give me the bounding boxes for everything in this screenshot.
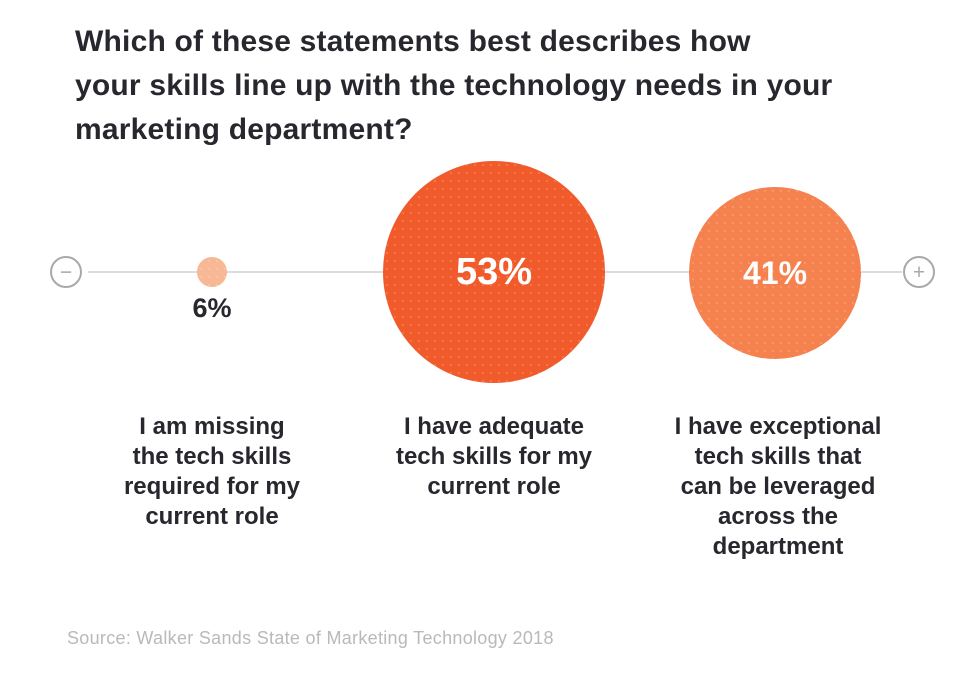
plus-icon: + xyxy=(912,260,926,284)
category-label-line: I am missing xyxy=(139,413,285,440)
chart-title-line-3: marketing department? xyxy=(75,113,413,146)
bubble-exceptional-skills-value: 41% xyxy=(742,254,808,291)
category-label-line: tech skills that xyxy=(694,443,862,470)
bubble-missing-skills-value: 6% xyxy=(192,293,232,323)
chart-title-line-1: Which of these statements best describes… xyxy=(75,25,751,58)
category-label-exceptional-skills: I have exceptional tech skills that can … xyxy=(653,412,903,562)
source-attribution: Source: Walker Sands State of Marketing … xyxy=(67,628,554,648)
category-label-line: current role xyxy=(427,473,561,500)
category-label-line: can be leveraged xyxy=(680,473,876,500)
category-label-line: the tech skills xyxy=(132,443,292,470)
chart-title: Which of these statements best describes… xyxy=(75,20,895,152)
category-label-line: across the xyxy=(717,503,839,530)
category-label-adequate-skills: I have adequate tech skills for my curre… xyxy=(374,412,614,502)
bubble-adequate-skills-value: 53% xyxy=(455,250,533,293)
bubble-missing-skills xyxy=(197,257,227,287)
category-label-line: I have exceptional xyxy=(674,413,882,440)
category-label-line: I have adequate xyxy=(403,413,585,440)
bubble-exceptional-skills: 41% xyxy=(689,187,861,359)
category-label-line: tech skills for my xyxy=(395,443,593,470)
category-label-missing-skills: I am missing the tech skills required fo… xyxy=(102,412,322,532)
chart-title-line-2: your skills line up with the technology … xyxy=(75,69,833,102)
plus-button[interactable]: + xyxy=(903,256,935,288)
minus-button[interactable]: − xyxy=(50,256,82,288)
bubble-adequate-skills: 53% xyxy=(383,161,605,383)
minus-icon: − xyxy=(59,260,73,284)
category-label-line: department xyxy=(712,533,844,560)
category-label-line: current role xyxy=(145,503,279,530)
category-label-line: required for my xyxy=(123,473,301,500)
